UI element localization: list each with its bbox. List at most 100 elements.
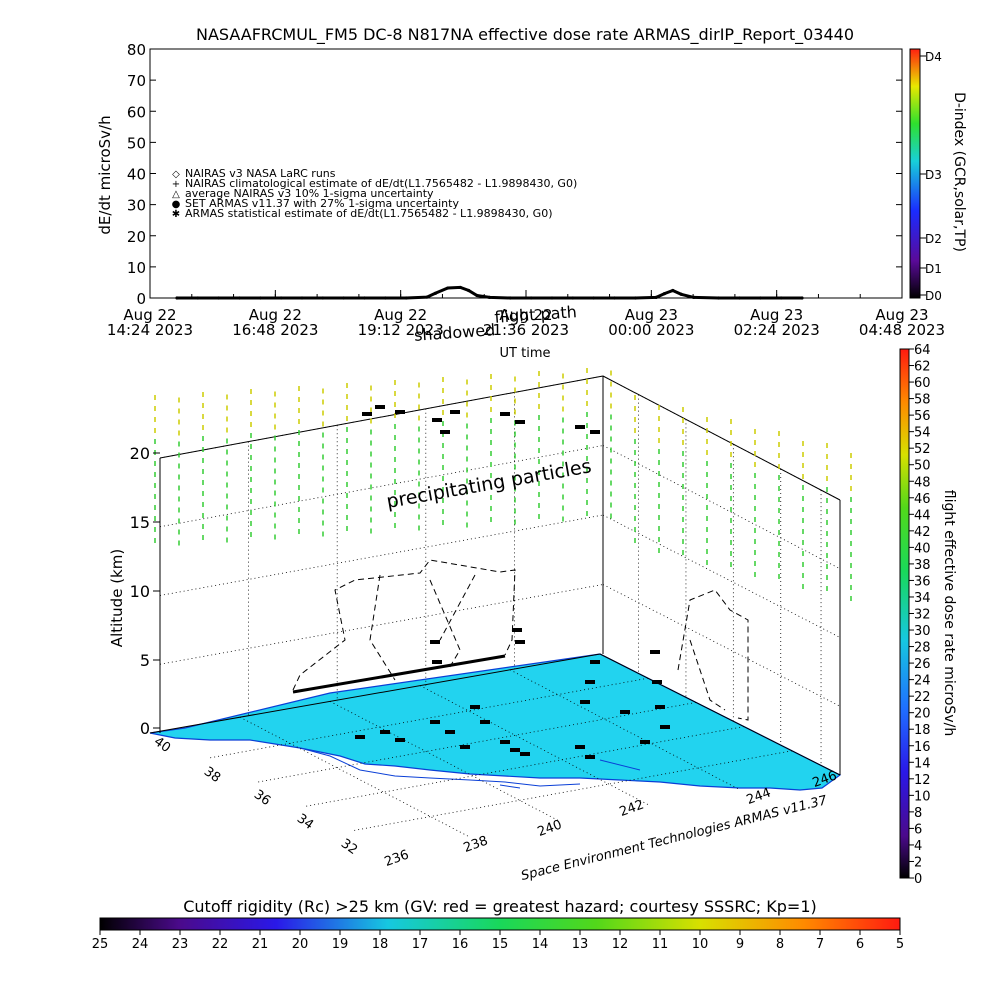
dose-rate-point: [612, 296, 617, 300]
credit-label: Space Environment Technologies ARMAS v11…: [520, 793, 830, 884]
dose-marker: [640, 740, 650, 744]
y-tick-label: 40: [127, 166, 146, 184]
floor-grid-line: [239, 716, 471, 838]
3d-grid: [159, 375, 841, 838]
altitude-tick-label: 15: [130, 513, 150, 532]
dose-rate-tick-label: 62: [914, 360, 931, 375]
d-index-tick-label: D4: [925, 50, 942, 64]
x-tick-label: Aug 22: [123, 306, 176, 324]
legend-symbol: ✱: [172, 209, 180, 220]
dose-marker: [585, 755, 595, 759]
dose-rate-point: [550, 296, 554, 300]
altitude-tick-label: 5: [140, 651, 150, 670]
legend-symbol: ●: [172, 199, 181, 210]
dose-marker: [355, 735, 365, 739]
d-index-tick-label: D3: [925, 168, 942, 182]
dose-marker: [432, 660, 442, 664]
latitude-tick-label: 38: [201, 764, 223, 786]
dose-rate-tick-label: 54: [914, 426, 931, 441]
dose-rate-point: [425, 295, 429, 299]
footer-title: Cutoff rigidity (Rc) >25 km (GV: red = g…: [183, 897, 817, 916]
altitude-axis-label: Altitude (km): [108, 549, 126, 647]
dose-marker: [480, 720, 490, 724]
cutoff-tick-label: 17: [412, 937, 429, 952]
dose-rate-point: [175, 296, 179, 300]
dose-rate-point: [529, 296, 533, 300]
dose-rate-tick-label: 24: [914, 674, 931, 689]
x-tick-label: 21:36 2023: [483, 321, 569, 339]
x-tick-label: Aug 22: [374, 306, 427, 324]
dose-marker: [512, 628, 522, 632]
dose-rate-point: [662, 292, 667, 296]
altitude-tick-label: 20: [130, 444, 150, 463]
cutoff-tick-label: 10: [692, 937, 709, 952]
grid-line: [602, 445, 841, 570]
cutoff-tick-label: 12: [612, 937, 629, 952]
dose-rate-point: [446, 286, 450, 290]
dose-rate-tick-label: 32: [914, 608, 931, 623]
dose-rate-point: [487, 295, 492, 299]
dose-rate-tick-label: 58: [914, 393, 931, 408]
dose-marker: [430, 640, 440, 644]
dose-rate-tick-label: 0: [914, 872, 922, 887]
top-y-axis: 0 10 20 30 40 50 60 70 80: [127, 41, 902, 308]
dose-rate-point: [279, 296, 283, 300]
cutoff-tick-label: 11: [652, 937, 669, 952]
dose-marker: [575, 425, 585, 429]
dose-rate-tick-label: 22: [914, 690, 931, 705]
x-tick-label: 04:48 2023: [859, 321, 945, 339]
dose-marker: [460, 745, 470, 749]
dose-rate-tick-label: 56: [914, 409, 931, 424]
cutoff-tick-label: 22: [212, 937, 229, 952]
cutoff-tick-label: 16: [452, 937, 469, 952]
dose-rate-tick-label: 44: [914, 508, 931, 523]
top-legend: ◇ NAIRAS v3 NASA LaRC runs + NAIRAS climato…: [172, 167, 578, 220]
longitude-tick-label: 238: [462, 833, 490, 856]
cutoff-tick-label: 21: [252, 937, 269, 952]
x-tick-label: 02:24 2023: [734, 321, 820, 339]
dose-rate-point: [717, 296, 721, 300]
dose-marker: [470, 705, 480, 709]
altitude-ticks: 0 5 10 15 20: [130, 444, 160, 738]
longitude-tick-label: 240: [536, 817, 564, 840]
dose-rate-tick-label: 18: [914, 723, 931, 738]
dose-rate-point: [779, 296, 783, 300]
dose-marker: [590, 430, 600, 434]
cutoff-tick-label: 6: [856, 937, 864, 952]
top-y-axis-label: dE/dt microSv/h: [96, 115, 114, 234]
dose-marker: [652, 680, 662, 684]
cutoff-tick-label: 18: [372, 937, 389, 952]
dose-rate-tick-label: 64: [914, 343, 931, 358]
latitude-tick-label: 34: [294, 811, 316, 833]
3d-plot-box: [149, 368, 852, 838]
x-tick-label: Aug 23: [750, 306, 803, 324]
dose-rate-point: [433, 291, 437, 295]
d-index-tick-label: D1: [925, 262, 942, 276]
dose-marker: [515, 640, 525, 644]
dose-marker: [510, 748, 520, 752]
dose-rate-point: [383, 296, 387, 300]
dose-marker: [500, 740, 510, 744]
legend-entry: SET ARMAS v11.37 with 27% 1-sigma uncert…: [185, 197, 459, 210]
dose-marker: [500, 412, 510, 416]
cutoff-tick-label: 19: [332, 937, 349, 952]
flight-path-projection: [292, 559, 749, 721]
altitude-tick-label: 10: [130, 582, 150, 601]
cutoff-rigidity-ticks: 25 24 23 22 21 20 19 18 17 16 15 14 13 12 11 10 9 8 7 6 5: [92, 930, 904, 952]
longitude-tick-label: 242: [618, 797, 646, 820]
dose-rate-point: [508, 296, 512, 300]
dose-rate-colorbar: [899, 348, 910, 879]
box-edge-back-top: [159, 375, 604, 459]
y-tick-label: 10: [127, 259, 146, 277]
dose-rate-tick-label: 46: [914, 492, 931, 507]
dose-rate-tick-label: 30: [914, 624, 931, 639]
cutoff-tick-label: 20: [292, 937, 309, 952]
y-tick-label: 0: [136, 290, 146, 308]
floor-grid-line: [351, 750, 793, 832]
dose-rate-tick-label: 20: [914, 707, 931, 722]
y-tick-label: 80: [127, 41, 146, 59]
d-index-ticks: D0 D1 D2 D3 D4: [920, 50, 942, 303]
dose-rate-point: [592, 296, 596, 300]
